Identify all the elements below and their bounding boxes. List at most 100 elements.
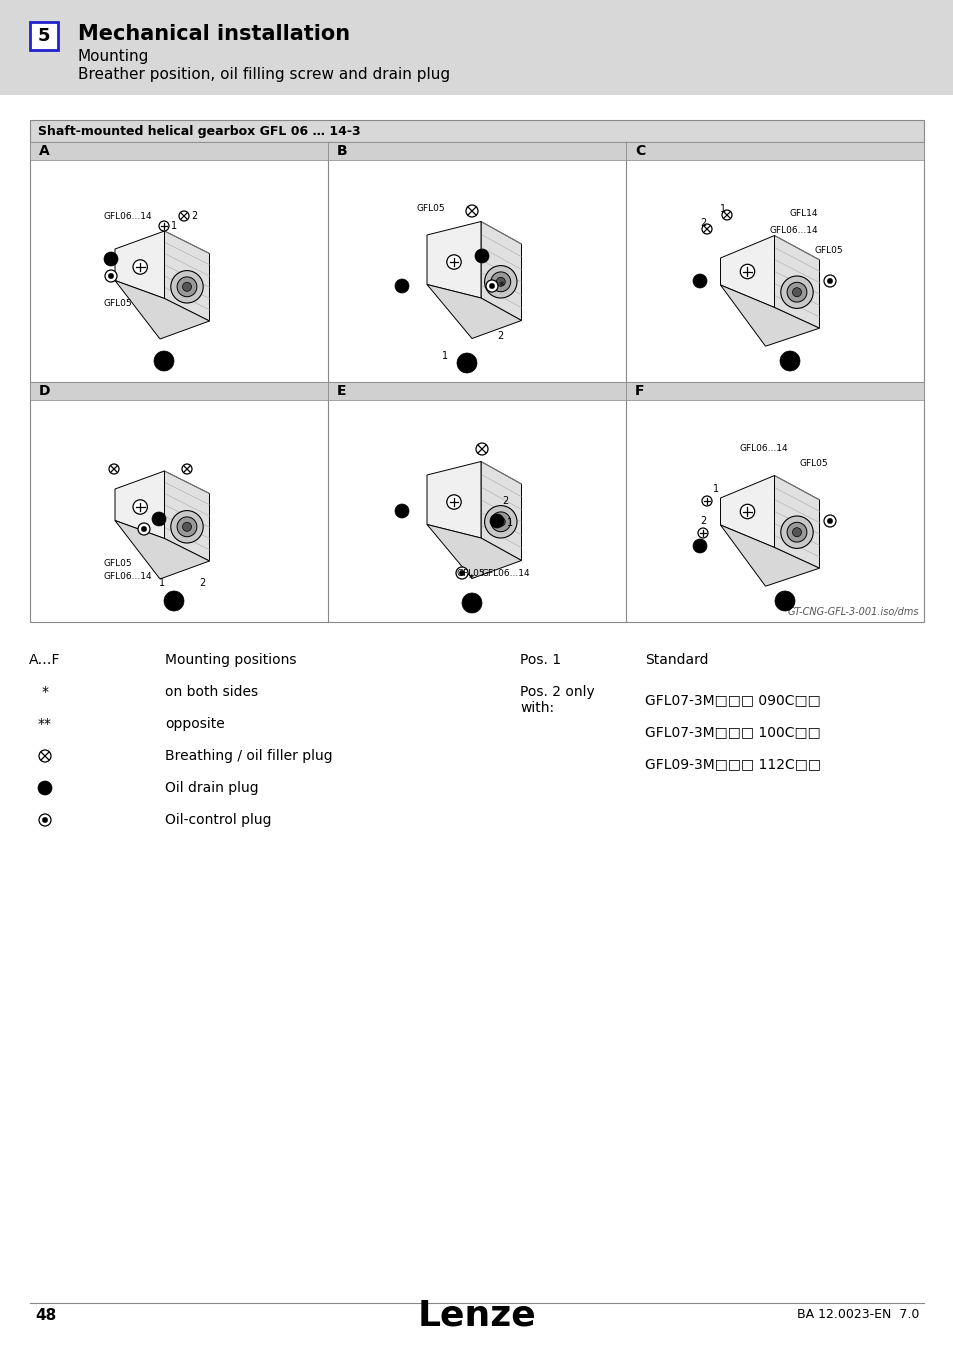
Polygon shape <box>427 462 480 539</box>
Circle shape <box>171 510 203 543</box>
Circle shape <box>485 279 497 292</box>
Circle shape <box>465 205 477 217</box>
Text: Standard: Standard <box>644 653 708 667</box>
Circle shape <box>490 514 503 528</box>
Text: Breathing / oil filler plug: Breathing / oil filler plug <box>165 749 333 763</box>
Circle shape <box>823 514 835 526</box>
Text: Oil-control plug: Oil-control plug <box>165 813 272 828</box>
Text: GFL07-3M□□□ 090C□□: GFL07-3M□□□ 090C□□ <box>644 693 820 707</box>
Circle shape <box>132 500 148 514</box>
Circle shape <box>701 224 711 234</box>
Polygon shape <box>720 525 819 586</box>
Polygon shape <box>115 281 210 339</box>
Text: *: * <box>42 684 49 699</box>
Text: GFL06...14: GFL06...14 <box>740 444 788 454</box>
Polygon shape <box>720 475 774 548</box>
Circle shape <box>792 288 801 297</box>
Text: GFL09-3M□□□ 112C□□: GFL09-3M□□□ 112C□□ <box>644 757 821 771</box>
Bar <box>30 120 923 142</box>
Text: 2: 2 <box>191 211 197 221</box>
Text: GFL05: GFL05 <box>456 568 485 578</box>
Text: GFL07-3M□□□ 100C□□: GFL07-3M□□□ 100C□□ <box>644 725 820 738</box>
Text: GFL05: GFL05 <box>104 559 132 568</box>
Circle shape <box>179 211 189 221</box>
Text: BA 12.0023-EN  7.0: BA 12.0023-EN 7.0 <box>796 1308 918 1322</box>
Circle shape <box>105 270 117 282</box>
Circle shape <box>721 211 731 220</box>
Text: GFL05: GFL05 <box>416 204 445 213</box>
Circle shape <box>395 279 409 293</box>
Circle shape <box>182 282 192 292</box>
Text: 2: 2 <box>700 516 705 526</box>
Text: D: D <box>39 383 51 398</box>
Circle shape <box>38 782 52 795</box>
Circle shape <box>780 275 812 308</box>
Circle shape <box>780 351 800 371</box>
Circle shape <box>698 528 707 539</box>
Circle shape <box>484 266 517 298</box>
Bar <box>30 22 58 50</box>
Circle shape <box>491 271 510 292</box>
Circle shape <box>164 591 184 612</box>
Circle shape <box>159 221 169 231</box>
Circle shape <box>740 265 754 278</box>
Circle shape <box>491 512 510 532</box>
Polygon shape <box>115 521 210 579</box>
Text: *: * <box>469 574 475 585</box>
Polygon shape <box>480 221 521 320</box>
Text: 1: 1 <box>506 518 513 528</box>
Circle shape <box>109 464 119 474</box>
Circle shape <box>786 282 806 302</box>
Text: Pos. 1: Pos. 1 <box>519 653 560 667</box>
Bar <box>625 382 923 400</box>
Circle shape <box>475 248 489 263</box>
Text: 1: 1 <box>171 221 177 231</box>
Circle shape <box>171 270 203 302</box>
Polygon shape <box>427 221 480 298</box>
Circle shape <box>42 817 48 822</box>
Circle shape <box>823 275 835 288</box>
Polygon shape <box>774 235 819 328</box>
Text: opposite: opposite <box>165 717 225 730</box>
Text: GT-CNG-GFL-3-001.iso/dms: GT-CNG-GFL-3-001.iso/dms <box>786 608 918 617</box>
Text: 2: 2 <box>501 495 508 506</box>
Text: A…F: A…F <box>30 653 61 667</box>
Circle shape <box>182 522 192 532</box>
Circle shape <box>780 516 812 548</box>
Text: 5: 5 <box>38 27 51 45</box>
Text: Breather position, oil filling screw and drain plug: Breather position, oil filling screw and… <box>78 66 450 81</box>
Circle shape <box>496 517 505 526</box>
Polygon shape <box>480 462 521 560</box>
Bar <box>328 142 625 161</box>
Polygon shape <box>720 235 774 308</box>
Circle shape <box>774 591 794 612</box>
Circle shape <box>826 518 832 524</box>
Bar <box>625 142 923 161</box>
Circle shape <box>152 512 166 526</box>
Circle shape <box>826 278 832 283</box>
Text: 48: 48 <box>35 1308 56 1323</box>
Text: A: A <box>39 144 50 158</box>
Circle shape <box>109 273 113 278</box>
Circle shape <box>104 252 118 266</box>
Circle shape <box>446 255 460 269</box>
Text: Pos. 2 only: Pos. 2 only <box>519 684 594 699</box>
Text: on both sides: on both sides <box>165 684 258 699</box>
Text: F: F <box>635 383 644 398</box>
Text: Lenze: Lenze <box>417 1297 536 1332</box>
Bar <box>328 382 625 400</box>
Text: E: E <box>336 383 346 398</box>
Polygon shape <box>115 471 164 539</box>
Circle shape <box>395 504 409 518</box>
Text: 2: 2 <box>199 578 205 589</box>
Circle shape <box>740 505 754 518</box>
Circle shape <box>153 351 173 371</box>
Text: 1: 1 <box>712 485 719 494</box>
Text: B: B <box>336 144 347 158</box>
Text: GFL06...14: GFL06...14 <box>769 225 818 235</box>
Text: GFL06...14: GFL06...14 <box>481 568 530 578</box>
Circle shape <box>461 593 481 613</box>
Text: 1: 1 <box>159 578 165 589</box>
Polygon shape <box>774 475 819 568</box>
Text: Shaft-mounted helical gearbox GFL 06 … 14-3: Shaft-mounted helical gearbox GFL 06 … 1… <box>38 124 360 138</box>
